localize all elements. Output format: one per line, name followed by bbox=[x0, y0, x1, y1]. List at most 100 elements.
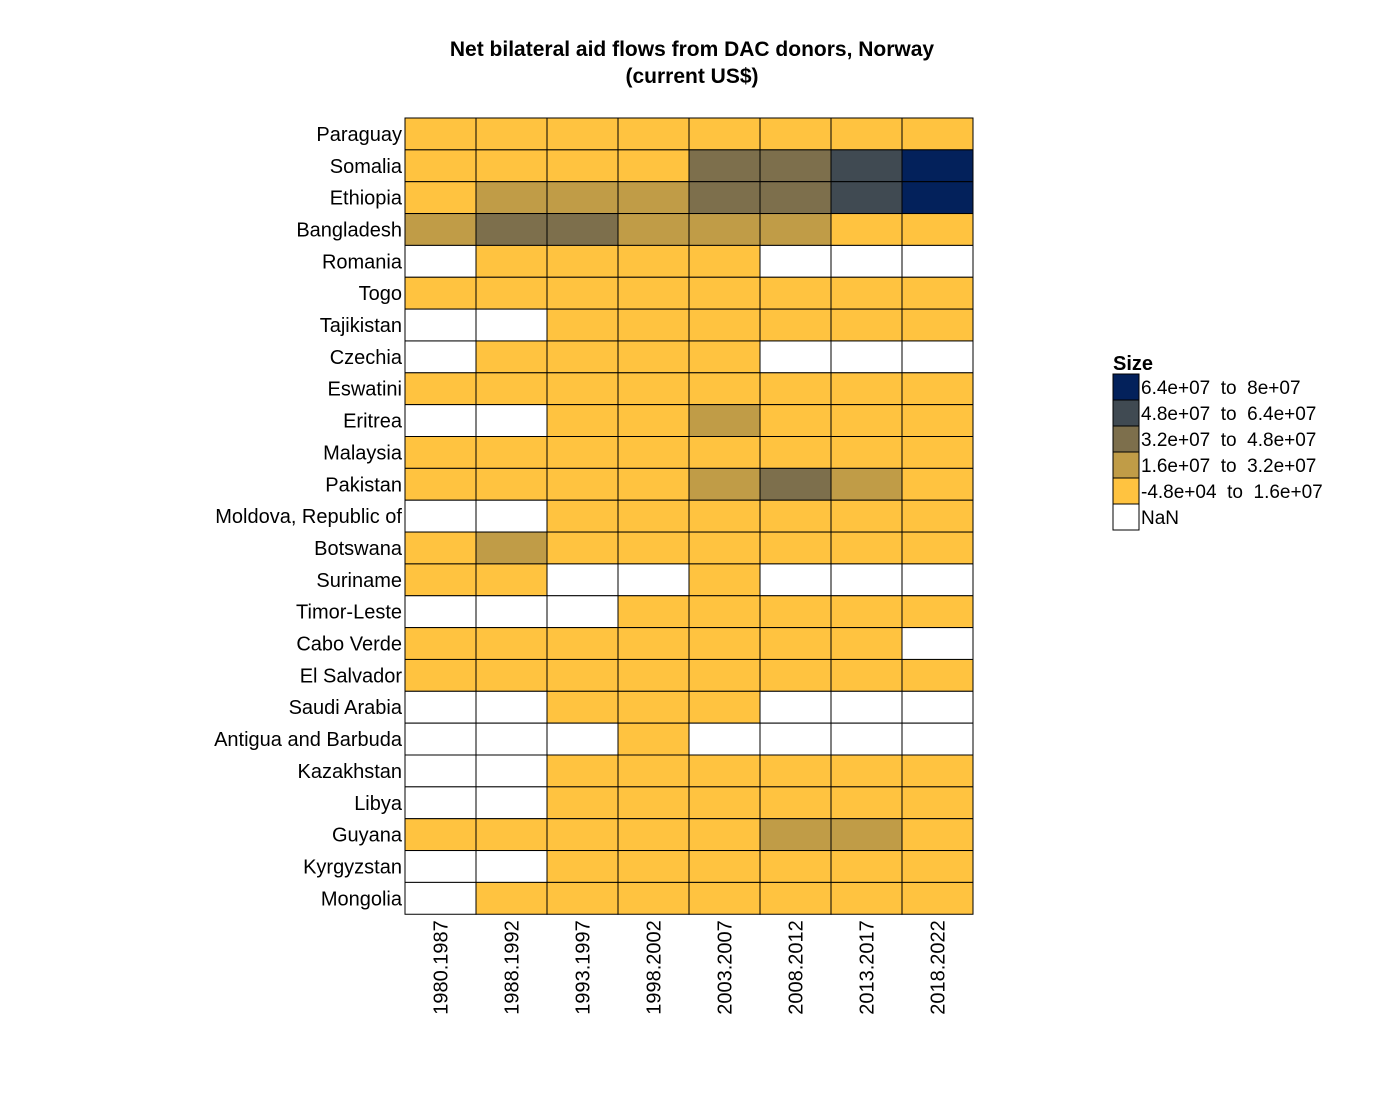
heatmap-cell bbox=[901, 308, 974, 342]
y-tick-label: Togo bbox=[359, 283, 402, 305]
heatmap-cell bbox=[901, 627, 974, 660]
heatmap-cell bbox=[830, 181, 903, 215]
heatmap-cell bbox=[475, 595, 548, 629]
heatmap-cell bbox=[617, 213, 690, 246]
heatmap-cell bbox=[830, 722, 903, 756]
heatmap-cell bbox=[546, 881, 619, 915]
heatmap-cell bbox=[688, 627, 761, 660]
heatmap-cell bbox=[404, 627, 477, 660]
heatmap-cell bbox=[404, 754, 477, 788]
y-tick-label: Ethiopia bbox=[330, 188, 403, 210]
heatmap-cell bbox=[759, 754, 832, 788]
x-tick-label: 1980.1987 bbox=[431, 920, 453, 1015]
heatmap-cell bbox=[759, 658, 832, 692]
y-tick-label: Bangladesh bbox=[296, 219, 402, 241]
heatmap-cell bbox=[688, 499, 761, 533]
heatmap-cell bbox=[475, 244, 548, 278]
heatmap-cell bbox=[546, 563, 619, 597]
heatmap-cell bbox=[475, 881, 548, 915]
y-tick-label: Saudi Arabia bbox=[289, 697, 403, 719]
heatmap-cell bbox=[901, 690, 974, 724]
heatmap-cell bbox=[546, 436, 619, 469]
heatmap-cell bbox=[759, 276, 832, 310]
heatmap-cell bbox=[404, 117, 477, 151]
heatmap-cell bbox=[759, 881, 832, 915]
heatmap-cell bbox=[546, 181, 619, 215]
heatmap-cell bbox=[759, 690, 832, 724]
heatmap-cell bbox=[830, 117, 903, 151]
y-tick-label: Tajikistan bbox=[320, 315, 402, 337]
legend-swatch bbox=[1112, 503, 1140, 531]
heatmap-cell bbox=[830, 467, 903, 501]
heatmap-cell bbox=[404, 340, 477, 374]
heatmap-cell bbox=[759, 308, 832, 342]
legend-label: NaN bbox=[1141, 508, 1179, 529]
heatmap-cell bbox=[617, 850, 690, 883]
heatmap-cell bbox=[404, 690, 477, 724]
heatmap-cell bbox=[688, 531, 761, 565]
heatmap-cell bbox=[546, 149, 619, 183]
heatmap-cell bbox=[830, 850, 903, 883]
heatmap-cell bbox=[404, 276, 477, 310]
heatmap-cell bbox=[759, 818, 832, 852]
y-tick-label: Cabo Verde bbox=[296, 634, 402, 656]
y-tick-label: Malaysia bbox=[323, 442, 403, 464]
heatmap-cell bbox=[901, 850, 974, 883]
heatmap-cell bbox=[759, 149, 832, 183]
heatmap-cell bbox=[404, 658, 477, 692]
heatmap-cell bbox=[475, 467, 548, 501]
heatmap-cell bbox=[759, 340, 832, 374]
heatmap-cell bbox=[546, 531, 619, 565]
y-tick-label: Moldova, Republic of bbox=[215, 506, 402, 528]
heatmap-cell bbox=[830, 531, 903, 565]
heatmap-cell bbox=[688, 340, 761, 374]
heatmap-cell bbox=[830, 818, 903, 852]
y-tick-label: Suriname bbox=[316, 570, 402, 592]
heatmap-cell bbox=[688, 850, 761, 883]
heatmap-cell bbox=[830, 627, 903, 660]
heatmap-cell bbox=[475, 436, 548, 469]
heatmap-cell bbox=[546, 244, 619, 278]
heatmap-cell bbox=[901, 754, 974, 788]
heatmap-cell bbox=[475, 340, 548, 374]
heatmap-cell bbox=[901, 786, 974, 820]
heatmap-cell bbox=[546, 627, 619, 660]
heatmap-cell bbox=[475, 308, 548, 342]
heatmap-cell bbox=[404, 722, 477, 756]
heatmap-cell bbox=[688, 372, 761, 406]
heatmap-cell bbox=[688, 786, 761, 820]
heatmap-cell bbox=[901, 181, 974, 215]
heatmap-cell bbox=[901, 722, 974, 756]
y-tick-label: Guyana bbox=[332, 825, 403, 847]
heatmap-cell bbox=[475, 786, 548, 820]
chart-subtitle: (current US$) bbox=[625, 65, 759, 88]
heatmap-cell bbox=[688, 213, 761, 246]
y-tick-label: Libya bbox=[354, 793, 403, 815]
heatmap-cell bbox=[617, 181, 690, 215]
heatmap-cell bbox=[475, 850, 548, 883]
heatmap-cell bbox=[901, 213, 974, 246]
legend-label: 3.2e+07 to 4.8e+07 bbox=[1141, 430, 1316, 451]
heatmap-cell bbox=[688, 690, 761, 724]
legend-swatch bbox=[1112, 399, 1140, 427]
x-tick-label: 2013.2017 bbox=[857, 920, 879, 1015]
heatmap-cell bbox=[617, 786, 690, 820]
heatmap-cell bbox=[759, 563, 832, 597]
heatmap-cell bbox=[688, 467, 761, 501]
heatmap-cell bbox=[546, 499, 619, 533]
heatmap-cell bbox=[688, 818, 761, 852]
y-tick-label: Paraguay bbox=[316, 124, 402, 146]
heatmap-cell bbox=[404, 563, 477, 597]
heatmap-cell bbox=[901, 117, 974, 151]
heatmap-cell bbox=[404, 213, 477, 246]
y-tick-label: El Salvador bbox=[300, 665, 403, 687]
heatmap-cell bbox=[475, 213, 548, 246]
y-tick-label: Czechia bbox=[330, 347, 403, 369]
y-tick-label: Romania bbox=[322, 251, 403, 273]
heatmap-cell bbox=[617, 658, 690, 692]
legend-swatch bbox=[1112, 373, 1140, 401]
legend-swatch bbox=[1112, 477, 1140, 505]
heatmap-cell bbox=[404, 595, 477, 629]
heatmap-cell bbox=[759, 213, 832, 246]
